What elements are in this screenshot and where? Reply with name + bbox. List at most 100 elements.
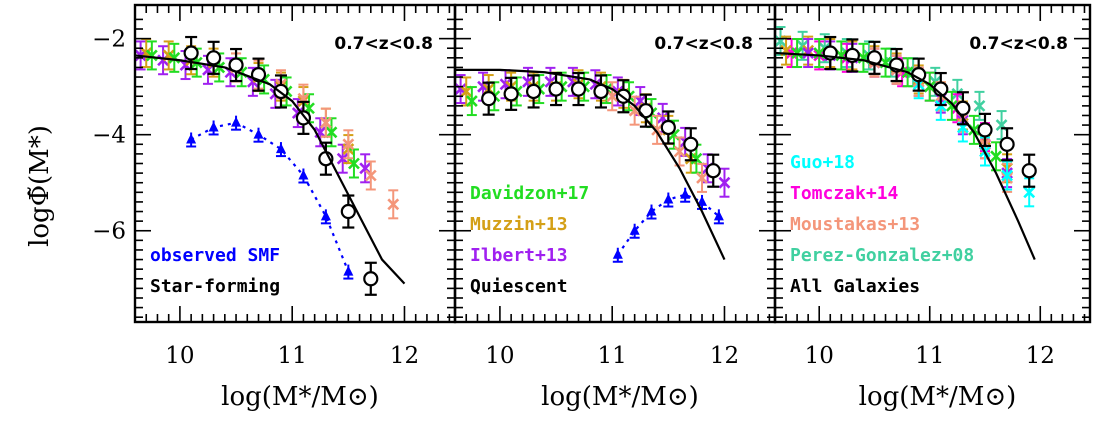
legend-entry: Quiescent: [470, 276, 568, 297]
series-moustakas-13: [606, 81, 708, 193]
data-point-triangle: [680, 188, 691, 199]
x-tick-label: 12: [710, 343, 739, 369]
data-point-circle: [481, 91, 497, 107]
data-point-triangle: [253, 128, 264, 139]
series-observed-smf: [186, 115, 354, 280]
data-point-triangle: [629, 224, 640, 235]
data-point-triangle: [713, 210, 724, 221]
data-point-circle: [548, 81, 564, 97]
data-point-x: [364, 169, 377, 182]
legend-entry: Perez-Gonzalez+08: [790, 245, 974, 266]
y-axis-label: logΦ̃(M*): [25, 125, 55, 247]
data-point-circle: [340, 203, 356, 220]
data-point-x: [145, 49, 158, 62]
legend: Davidzon+17 Muzzin+13 Ilbert+13 Quiescent: [470, 183, 589, 297]
data-point-triangle: [186, 133, 197, 144]
data-point-x: [336, 152, 349, 165]
data-point-x: [460, 85, 473, 98]
series-all-galaxies: [822, 35, 1037, 188]
data-point-x: [775, 35, 787, 47]
series-quiescent: [481, 71, 721, 188]
legend-entry: Star-forming: [150, 276, 280, 297]
x-tick-label: 11: [915, 343, 944, 369]
data-point-x: [1001, 169, 1014, 182]
model-curve: [775, 51, 1036, 260]
data-point-triangle: [320, 210, 331, 221]
x-tick-label: 11: [598, 343, 627, 369]
data-point-x: [673, 145, 686, 158]
panel-frame: [773, 3, 1092, 324]
data-point-x: [325, 126, 338, 139]
legend-entry: Moustakas+13: [790, 214, 920, 235]
redshift-label: 0.7<z<0.8: [654, 34, 753, 54]
legend-entry: Ilbert+13: [470, 245, 568, 266]
series-star-forming: [183, 35, 379, 296]
series-ilbert-13: [455, 66, 731, 198]
x-axis-label: log(M*/M⊙): [221, 382, 379, 412]
model-curve: [455, 68, 726, 261]
data-point-triangle: [275, 143, 286, 154]
y-tick-label: −6: [92, 219, 126, 245]
data-point-x: [348, 157, 360, 170]
x-tick-label: 10: [485, 343, 514, 369]
data-point-x: [1023, 186, 1036, 199]
data-point-circle: [503, 86, 519, 102]
series-quiescent-model: [455, 68, 726, 261]
y-tick-label: −2: [92, 27, 126, 53]
data-point-circle: [1021, 163, 1037, 179]
legend-entry: Muzzin+13: [470, 214, 568, 235]
legend-entry: All Galaxies: [790, 276, 920, 297]
data-point-circle: [363, 271, 379, 287]
legend-entry: observed SMF: [150, 245, 280, 266]
plot-area: [455, 66, 731, 263]
data-point-x: [465, 95, 478, 107]
redshift-label: 0.7<z<0.8: [969, 34, 1068, 54]
data-point-triangle: [697, 195, 708, 206]
data-point-x: [690, 152, 703, 165]
x-tick-label: 10: [805, 343, 834, 369]
plot-area: [135, 35, 406, 296]
data-point-circle: [683, 136, 699, 152]
data-point-x: [628, 104, 641, 117]
series-observed-smf: [612, 187, 724, 263]
data-point-circle: [525, 83, 542, 100]
data-point-circle: [977, 122, 993, 138]
data-point-x: [387, 198, 400, 211]
x-axis-label: log(M*/M⊙): [859, 382, 1017, 412]
data-point-circle: [183, 45, 199, 61]
legend: Guo+18 Tomczak+14 Moustakas+13 Perez-Gonzal…: [790, 152, 974, 297]
panel-3: 10 11 12 0.7<z<0.8 Guo+18 Tomczak+14 Moustakas…: [773, 3, 1092, 412]
redshift-label: 0.7<z<0.8: [334, 34, 433, 54]
data-point-circle: [999, 136, 1015, 152]
x-tick-label: 10: [165, 343, 194, 369]
legend-entry: Davidzon+17: [470, 183, 589, 204]
data-point-x: [651, 123, 664, 136]
legend-entry: Tomczak+14: [790, 183, 899, 204]
data-point-triangle: [663, 193, 674, 204]
panels-group: 10 11 12 −2 −4 −6 0.7<z<0.8 observed SMF Star-fo…: [92, 3, 1092, 412]
data-point-x: [802, 47, 815, 59]
data-point-circle: [705, 163, 721, 179]
x-tick-label: 11: [278, 343, 307, 369]
series-davidzon-17: [791, 38, 1002, 172]
data-point-x: [319, 116, 332, 129]
data-point-x: [791, 47, 804, 59]
x-tick-label: 12: [1026, 343, 1055, 369]
x-axis-label: log(M*/M⊙): [541, 382, 699, 412]
data-point-triangle: [208, 121, 219, 132]
data-point-x: [718, 176, 731, 189]
plot-area: [775, 26, 1037, 260]
data-point-x: [168, 51, 181, 64]
y-tick-label: −4: [92, 123, 126, 149]
panel-2: 10 11 12 0.7<z<0.8 Davidzon+17 Muzzin+13 Ilber…: [453, 3, 777, 412]
x-tick-label: 12: [390, 343, 419, 369]
data-point-triangle: [231, 116, 242, 127]
data-point-x: [342, 138, 355, 151]
data-point-x: [990, 150, 1002, 163]
data-point-x: [696, 171, 708, 184]
data-point-x: [973, 99, 986, 112]
series-all-galaxies-model: [775, 51, 1036, 260]
data-point-x: [606, 90, 619, 103]
data-point-circle: [660, 119, 676, 136]
